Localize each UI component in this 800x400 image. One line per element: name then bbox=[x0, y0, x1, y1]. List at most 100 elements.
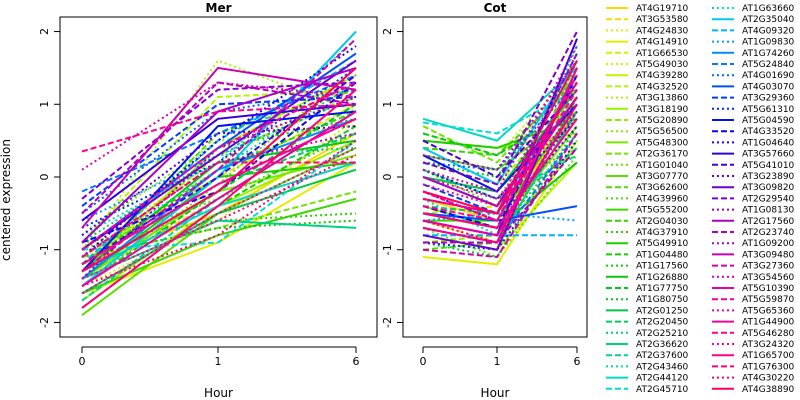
series-line-AT1G04640 bbox=[81, 45, 357, 258]
y-tick-label: 0 bbox=[381, 174, 394, 181]
legend-entry-AT1G66530: AT1G66530 bbox=[636, 49, 689, 59]
series-line-AT2G35040 bbox=[81, 30, 357, 287]
series-line-AT5G04590 bbox=[422, 103, 578, 193]
series-line-AT4G38890 bbox=[81, 67, 357, 273]
legend-entry-AT4G39280: AT4G39280 bbox=[636, 71, 689, 81]
y-tick-label: -2 bbox=[38, 317, 51, 328]
series-line-AT4G09320 bbox=[81, 59, 357, 266]
series-line-AT1G08130 bbox=[81, 96, 357, 280]
series-line-AT3G09820 bbox=[81, 59, 357, 251]
legend-entry-AT1G77750: AT1G77750 bbox=[636, 284, 689, 294]
legend-entry-AT3G13860: AT3G13860 bbox=[636, 94, 689, 104]
panel-cot: Cot -2 -1 0 1 2 0 1 6 Hour bbox=[381, 1, 588, 400]
legend-entry-AT4G01690: AT4G01690 bbox=[742, 71, 795, 81]
y-tick-label: 1 bbox=[381, 101, 394, 108]
legend-entry-AT4G37910: AT4G37910 bbox=[636, 228, 689, 238]
x-tick-label: 6 bbox=[574, 355, 581, 368]
legend-entry-AT4G39960: AT4G39960 bbox=[636, 194, 689, 204]
legend-entry-AT1G01040: AT1G01040 bbox=[636, 161, 689, 171]
legend-entry-AT3G07770: AT3G07770 bbox=[636, 172, 689, 182]
series-line-AT4G30220 bbox=[81, 139, 357, 288]
legend-entry-AT2G37600: AT2G37600 bbox=[636, 351, 689, 361]
legend-entry-AT3G62600: AT3G62600 bbox=[636, 183, 689, 193]
legend-entry-AT2G17560: AT2G17560 bbox=[742, 217, 795, 227]
legend-entry-AT2G23740: AT2G23740 bbox=[742, 228, 795, 238]
legend-entry-AT3G53580: AT3G53580 bbox=[636, 15, 689, 25]
legend-entry-AT3G24320: AT3G24320 bbox=[742, 340, 795, 350]
legend-entry-AT1G65700: AT1G65700 bbox=[742, 351, 795, 361]
legend-entry-AT1G63660: AT1G63660 bbox=[742, 4, 795, 14]
legend-entry-AT1G09830: AT1G09830 bbox=[742, 38, 795, 48]
y-tick-label: -2 bbox=[381, 317, 394, 328]
legend-entry-AT3G09480: AT3G09480 bbox=[742, 250, 795, 260]
legend-entry-AT5G61310: AT5G61310 bbox=[742, 105, 795, 115]
legend-entry-AT5G49030: AT5G49030 bbox=[636, 60, 689, 70]
y-axis-label: centered expression bbox=[0, 139, 13, 261]
legend: AT4G19710AT3G53580AT4G24830AT4G14910AT1G… bbox=[606, 4, 795, 395]
series-line-AT4G38890 bbox=[422, 60, 578, 215]
series-line-AT3G09480 bbox=[81, 66, 357, 229]
series-line-AT5G46280 bbox=[81, 103, 357, 153]
legend-entry-AT5G49910: AT5G49910 bbox=[636, 239, 689, 249]
legend-entry-AT5G48300: AT5G48300 bbox=[636, 138, 689, 148]
x-axis-label: Hour bbox=[481, 386, 510, 400]
legend-entry-AT1G74260: AT1G74260 bbox=[742, 49, 795, 59]
series-line-AT2G29540 bbox=[81, 81, 357, 200]
legend-entry-AT4G19710: AT4G19710 bbox=[636, 4, 689, 14]
series-line-AT1G63660 bbox=[81, 38, 357, 237]
legend-entry-AT1G04640: AT1G04640 bbox=[742, 138, 795, 148]
legend-entry-AT4G30220: AT4G30220 bbox=[742, 374, 795, 384]
x-tick-label: 0 bbox=[79, 355, 86, 368]
legend-entry-AT2G36170: AT2G36170 bbox=[636, 150, 689, 160]
legend-entry-AT5G10390: AT5G10390 bbox=[742, 284, 795, 294]
series-line-AT1G76300 bbox=[81, 161, 356, 258]
series-line-AT3G54560 bbox=[422, 45, 578, 193]
legend-entry-AT5G65360: AT5G65360 bbox=[742, 306, 795, 316]
legend-entry-AT2G43460: AT2G43460 bbox=[636, 362, 689, 372]
series-line-AT2G43460 bbox=[422, 45, 578, 222]
panel-title: Mer bbox=[206, 1, 232, 15]
y-tick-label: 2 bbox=[381, 28, 394, 35]
legend-entry-AT3G29360: AT3G29360 bbox=[742, 94, 795, 104]
series-line-AT1G09200 bbox=[422, 60, 578, 171]
legend-entry-AT5G24840: AT5G24840 bbox=[742, 60, 795, 70]
x-tick-label: 0 bbox=[420, 355, 427, 368]
series-line-AT1G77750 bbox=[422, 103, 578, 157]
x-tick-label: 1 bbox=[494, 355, 501, 368]
legend-entry-AT2G29540: AT2G29540 bbox=[742, 194, 795, 204]
legend-entry-AT3G57660: AT3G57660 bbox=[742, 150, 795, 160]
panel-title: Cot bbox=[484, 1, 507, 15]
series-line-AT2G29540 bbox=[422, 31, 578, 186]
series-line-AT4G01690 bbox=[81, 88, 357, 215]
legend-entry-AT3G23890: AT3G23890 bbox=[742, 172, 795, 182]
series-line-AT5G46280 bbox=[422, 89, 578, 222]
series-line-AT1G44900 bbox=[422, 67, 578, 244]
legend-entry-AT2G35040: AT2G35040 bbox=[742, 15, 795, 25]
legend-entry-AT4G33520: AT4G33520 bbox=[742, 127, 795, 137]
legend-entry-AT5G20890: AT5G20890 bbox=[636, 116, 689, 126]
series-line-AT5G59870 bbox=[422, 74, 578, 222]
legend-entry-AT1G09200: AT1G09200 bbox=[742, 239, 795, 249]
series-line-AT3G29360 bbox=[81, 96, 357, 207]
y-tick-label: 2 bbox=[38, 28, 51, 35]
series-line-AT1G65700 bbox=[422, 118, 578, 230]
legend-entry-AT1G76300: AT1G76300 bbox=[742, 362, 795, 372]
legend-entry-AT3G54560: AT3G54560 bbox=[742, 273, 795, 283]
series-line-AT5G04590 bbox=[81, 110, 357, 273]
series-line-AT3G23890 bbox=[422, 125, 578, 222]
y-tick-label: -1 bbox=[381, 244, 394, 255]
legend-entry-AT5G46280: AT5G46280 bbox=[742, 329, 795, 339]
series-line-AT5G10390 bbox=[422, 103, 578, 237]
legend-entry-AT1G17560: AT1G17560 bbox=[636, 262, 689, 272]
series-line-AT1G01040 bbox=[422, 154, 578, 259]
legend-entry-AT4G38890: AT4G38890 bbox=[742, 385, 795, 395]
legend-entry-AT4G09320: AT4G09320 bbox=[742, 26, 795, 36]
panel-mer: Mer -2 -1 0 1 2 0 1 6 Hour bbox=[38, 1, 378, 400]
legend-entry-AT4G03070: AT4G03070 bbox=[742, 82, 795, 92]
legend-entry-AT1G26880: AT1G26880 bbox=[636, 273, 689, 283]
series-line-AT1G74260 bbox=[81, 117, 357, 280]
legend-entry-AT5G55200: AT5G55200 bbox=[636, 206, 689, 216]
legend-entry-AT2G36620: AT2G36620 bbox=[636, 340, 689, 350]
legend-entry-AT2G01250: AT2G01250 bbox=[636, 306, 689, 316]
